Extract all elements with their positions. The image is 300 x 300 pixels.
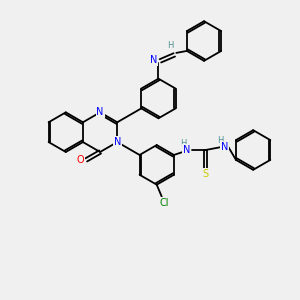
- Text: O: O: [76, 155, 84, 165]
- Text: H: H: [217, 136, 224, 145]
- Text: N: N: [183, 145, 190, 155]
- Text: N: N: [114, 137, 121, 147]
- Text: N: N: [221, 142, 228, 152]
- Text: S: S: [202, 169, 209, 179]
- Text: N: N: [96, 107, 104, 117]
- Text: H: H: [180, 139, 186, 148]
- Text: H: H: [167, 41, 173, 50]
- Text: N: N: [150, 55, 157, 65]
- Text: Cl: Cl: [160, 197, 169, 208]
